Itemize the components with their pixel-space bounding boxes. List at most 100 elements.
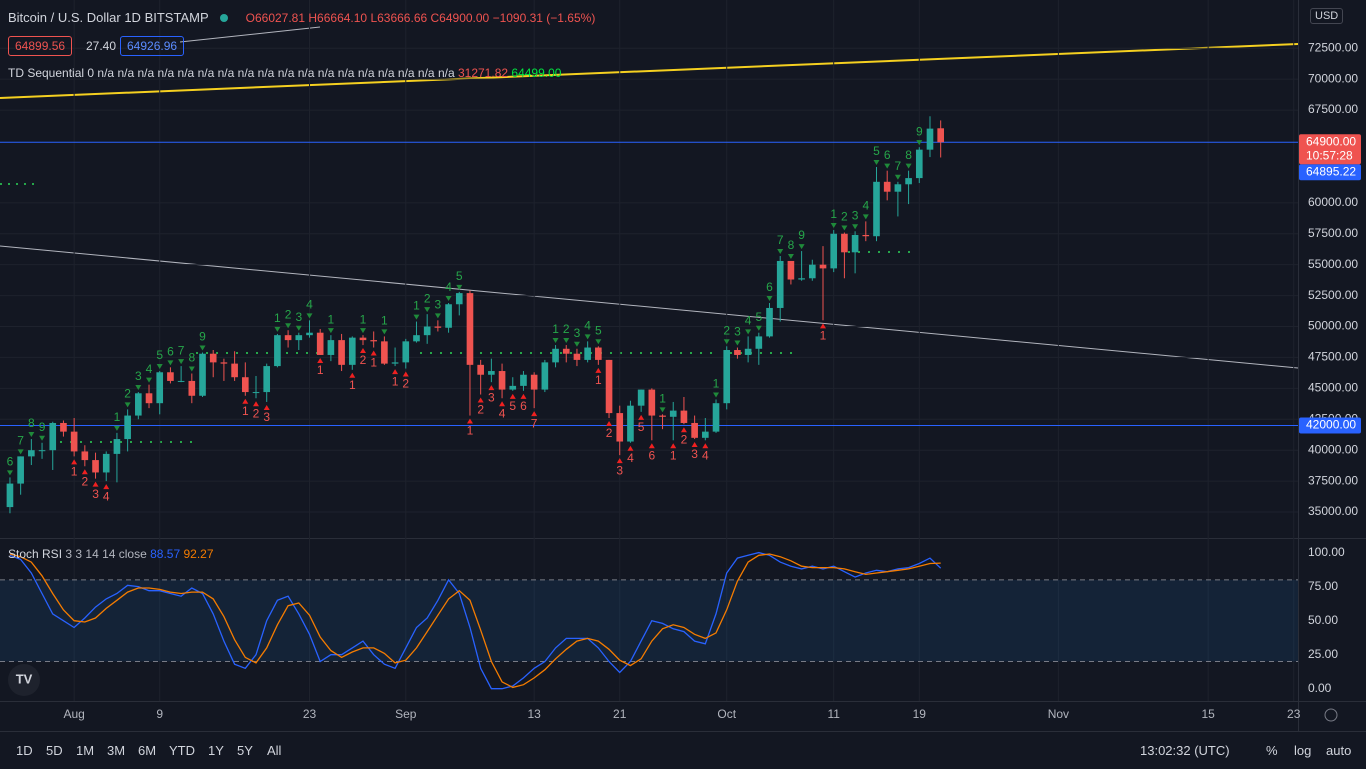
line-price-tag-bg bbox=[1299, 164, 1361, 181]
sell-price[interactable]: 64899.56 bbox=[8, 36, 73, 56]
candle-body bbox=[6, 483, 14, 508]
range-button[interactable]: 1M bbox=[76, 743, 95, 758]
indicator-value: n/a bbox=[417, 66, 435, 80]
buy-price[interactable]: 64926.96 bbox=[120, 36, 185, 56]
price-tick-label: 47500.00 bbox=[1308, 350, 1358, 364]
td-arrow bbox=[798, 244, 805, 250]
td-count: 3 bbox=[488, 390, 495, 404]
range-button[interactable]: 1Y bbox=[208, 743, 224, 758]
td-arrow bbox=[520, 393, 527, 399]
currency-button[interactable]: USD bbox=[1310, 8, 1344, 24]
logo bbox=[8, 664, 40, 696]
indicator-value: n/a bbox=[317, 66, 335, 80]
td-count: 9 bbox=[916, 124, 923, 138]
candle-body bbox=[284, 335, 292, 341]
candle-body bbox=[167, 372, 174, 381]
td-count: 2 bbox=[285, 307, 292, 321]
td-arrow bbox=[242, 398, 249, 404]
clock[interactable]: 13:02:32 (UTC) bbox=[1140, 743, 1230, 758]
td-count: 1 bbox=[595, 373, 602, 387]
candle-body bbox=[445, 304, 452, 328]
td-count: 6 bbox=[7, 455, 14, 469]
time-tick-label: 23 bbox=[303, 707, 317, 721]
td-arrow bbox=[873, 159, 880, 165]
td-arrow bbox=[445, 296, 452, 302]
indicator-value: n/a bbox=[257, 66, 275, 80]
td-arrow bbox=[894, 174, 901, 180]
range-button[interactable]: All bbox=[267, 743, 282, 758]
range-button[interactable]: YTD bbox=[169, 743, 195, 758]
candle-body bbox=[744, 348, 752, 355]
candle-body bbox=[81, 451, 89, 461]
candle-body bbox=[423, 326, 431, 336]
candle-body bbox=[562, 348, 570, 354]
last-price-tag-bg bbox=[1299, 134, 1361, 165]
td-count: 7 bbox=[531, 416, 538, 430]
scale-option[interactable]: log bbox=[1294, 743, 1312, 758]
trend-line bbox=[0, 245, 1299, 369]
candle-body bbox=[241, 377, 249, 393]
time-tick-label: Nov bbox=[1048, 707, 1069, 721]
td-arrow bbox=[905, 163, 912, 169]
stoch-legend: Stoch RSI 3 3 14 14 close 88.57 92.27 bbox=[8, 547, 214, 561]
td-count: 6 bbox=[648, 448, 655, 462]
candle-body bbox=[70, 431, 78, 452]
candle-body bbox=[263, 366, 271, 393]
td-count: 6 bbox=[884, 148, 891, 162]
td-count: 5 bbox=[755, 310, 762, 324]
stoch-tick-label: 75.00 bbox=[1308, 579, 1338, 593]
td-count: 2 bbox=[723, 323, 730, 337]
candle-body bbox=[627, 405, 634, 442]
candle-body bbox=[648, 389, 656, 416]
td-count: 6 bbox=[520, 399, 527, 413]
range-button[interactable]: 3M bbox=[107, 743, 126, 758]
line-price-tag: 64895.22 bbox=[1306, 164, 1356, 178]
last-price-tag: 64900.00 bbox=[1306, 134, 1356, 148]
td-arrow bbox=[274, 326, 281, 332]
range-button[interactable]: 5Y bbox=[237, 743, 253, 758]
time-tick-label: Oct bbox=[717, 707, 736, 721]
scale-option[interactable]: % bbox=[1266, 743, 1278, 758]
stoch-tick-label: 50.00 bbox=[1308, 613, 1338, 627]
candle-body bbox=[776, 260, 784, 308]
candle-body bbox=[819, 264, 827, 269]
td-count: 2 bbox=[402, 377, 409, 391]
td-count: 4 bbox=[445, 280, 452, 294]
td-arrow bbox=[39, 435, 46, 441]
td-arrow bbox=[713, 392, 720, 398]
change: −1090.31 (−1.65%) bbox=[492, 11, 596, 25]
indicator-value: n/a bbox=[117, 66, 135, 80]
td-count: 3 bbox=[616, 463, 623, 477]
indicator-value: n/a bbox=[217, 66, 235, 80]
range-button[interactable]: 1D bbox=[16, 743, 33, 758]
td-arrow bbox=[92, 481, 99, 487]
td-arrow bbox=[477, 397, 484, 403]
candle-body bbox=[17, 456, 24, 484]
td-arrow bbox=[777, 249, 784, 255]
td-count: 2 bbox=[563, 322, 570, 336]
td-count: 1 bbox=[820, 328, 827, 342]
candle-body bbox=[830, 233, 838, 269]
candle-body bbox=[755, 336, 763, 349]
range-button[interactable]: 5D bbox=[46, 743, 63, 758]
candle-body bbox=[851, 234, 859, 253]
td-count: 9 bbox=[199, 330, 206, 344]
td-count: 3 bbox=[852, 208, 859, 222]
candle-body bbox=[680, 410, 688, 423]
settings-icon[interactable] bbox=[1324, 708, 1338, 722]
td-arrow bbox=[680, 427, 687, 433]
td-count: 4 bbox=[745, 314, 752, 328]
candle-body bbox=[584, 347, 591, 360]
td-arrow bbox=[124, 402, 131, 408]
td-count: 6 bbox=[766, 280, 773, 294]
td-count: 9 bbox=[39, 420, 46, 434]
td-arrow bbox=[616, 458, 623, 464]
chart: TV 72500.0070000.0067500.0060000.0057500… bbox=[0, 0, 1366, 731]
time-tick-label: 21 bbox=[613, 707, 627, 721]
candle-body bbox=[28, 450, 35, 457]
range-button[interactable]: 6M bbox=[138, 743, 157, 758]
candle-body bbox=[60, 422, 67, 432]
scale-option[interactable]: auto bbox=[1326, 743, 1352, 758]
td-arrow bbox=[830, 223, 837, 229]
td-count: 1 bbox=[381, 314, 388, 328]
